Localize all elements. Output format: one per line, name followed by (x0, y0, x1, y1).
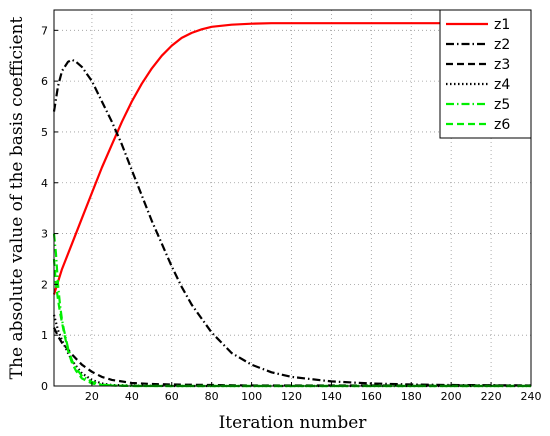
legend-label-z3: z3 (494, 57, 510, 73)
legend-label-z6: z6 (494, 117, 510, 133)
x-tick-label: 200 (441, 390, 462, 403)
x-tick-label: 120 (281, 390, 302, 403)
x-tick-label: 160 (361, 390, 382, 403)
x-axis-ticks: 20 40 60 80 100 120 140 160 180 200 220 240 (85, 382, 542, 403)
y-tick-label: 6 (41, 75, 48, 88)
y-tick-label: 3 (41, 228, 48, 241)
legend-box (439, 9, 532, 139)
y-tick-label: 2 (41, 278, 48, 291)
y-axis-ticks: 0 1 2 3 4 5 6 7 (41, 24, 58, 393)
series-line-z5 (52, 233, 531, 388)
y-tick-label: 4 (41, 177, 48, 190)
series-line-z2 (52, 58, 532, 387)
x-tick-label: 60 (165, 390, 179, 403)
legend-label-z5: z5 (494, 97, 510, 113)
legend-label-z2: z2 (494, 37, 510, 53)
legend-label-z4: z4 (494, 77, 510, 93)
series-line-z1 (52, 22, 531, 295)
legend-label-z1: z1 (494, 17, 510, 33)
x-tick-label: 140 (321, 390, 342, 403)
plot-frame (53, 9, 532, 387)
x-tick-label: 100 (241, 390, 262, 403)
x-tick-label: 80 (205, 390, 219, 403)
legend: z1 z2 z3 z4 z5 z6 (439, 9, 532, 139)
x-tick-label: 240 (521, 390, 542, 403)
x-tick-label: 180 (401, 390, 422, 403)
y-axis-label: The absolute value of the basis coeffici… (7, 17, 27, 380)
x-tick-label: 220 (481, 390, 502, 403)
series-line-z6 (52, 258, 531, 388)
y-tick-label: 0 (41, 380, 48, 393)
series-line-z3 (53, 327, 531, 387)
series-line-z4 (52, 314, 531, 388)
x-tick-label: 20 (85, 390, 99, 403)
y-tick-label: 5 (41, 126, 48, 139)
x-axis-label: Iteration number (219, 413, 368, 433)
x-tick-label: 40 (125, 390, 139, 403)
y-tick-label: 7 (41, 24, 48, 37)
y-tick-label: 1 (41, 329, 48, 342)
